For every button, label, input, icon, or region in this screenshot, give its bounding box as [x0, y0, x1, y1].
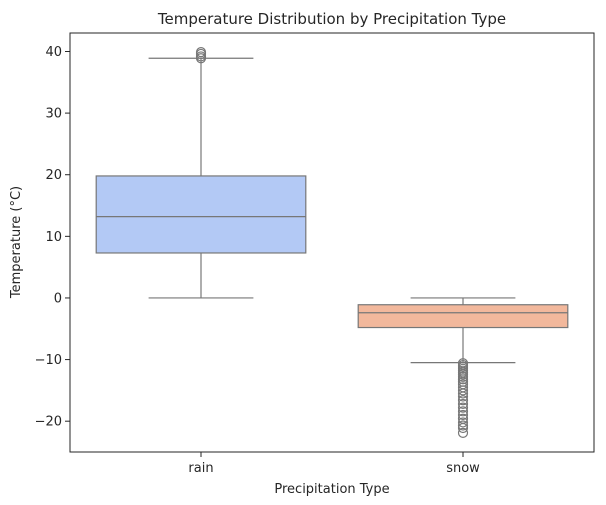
box-iqr: [357, 304, 569, 329]
boxes-layer: [95, 47, 569, 438]
y-axis: −20 −10 0 10 20 30 40: [35, 45, 70, 430]
y-axis-label: Temperature (°C): [9, 186, 24, 299]
outlier-point: [457, 395, 469, 406]
outlier-point: [457, 388, 469, 399]
outlier-point: [457, 409, 469, 421]
outlier-point: [457, 406, 469, 417]
outlier-point: [457, 420, 469, 431]
outlier-point: [195, 47, 207, 58]
y-tick-label: 30: [45, 107, 62, 122]
x-axis-label: Precipitation Type: [274, 482, 389, 497]
y-tick-label: 40: [45, 45, 62, 60]
outlier-point: [195, 51, 207, 62]
box-snow: [357, 297, 569, 438]
outlier-point: [457, 391, 469, 402]
y-tick-label: 10: [45, 230, 62, 245]
outlier-point: [457, 417, 469, 428]
box-rain: [95, 47, 307, 299]
outlier-point: [457, 374, 469, 385]
outlier-point: [457, 422, 469, 434]
y-tick-label: −10: [35, 353, 62, 368]
x-tick-label: rain: [188, 461, 213, 476]
y-tick-label: −20: [35, 415, 62, 430]
y-tick-label: 20: [45, 168, 62, 183]
outlier-point: [457, 385, 469, 396]
box-iqr: [95, 175, 307, 254]
x-tick-label: snow: [446, 461, 480, 476]
outlier-point: [457, 398, 469, 410]
plot-area-frame: [69, 32, 595, 453]
chart-title: Temperature Distribution by Precipitatio…: [157, 10, 506, 28]
outlier-point: [457, 427, 469, 438]
x-axis: rain snow: [188, 452, 480, 476]
y-tick-label: 0: [54, 291, 62, 306]
outlier-point: [457, 402, 469, 413]
outlier-point: [457, 371, 469, 382]
outlier-point: [457, 369, 469, 380]
